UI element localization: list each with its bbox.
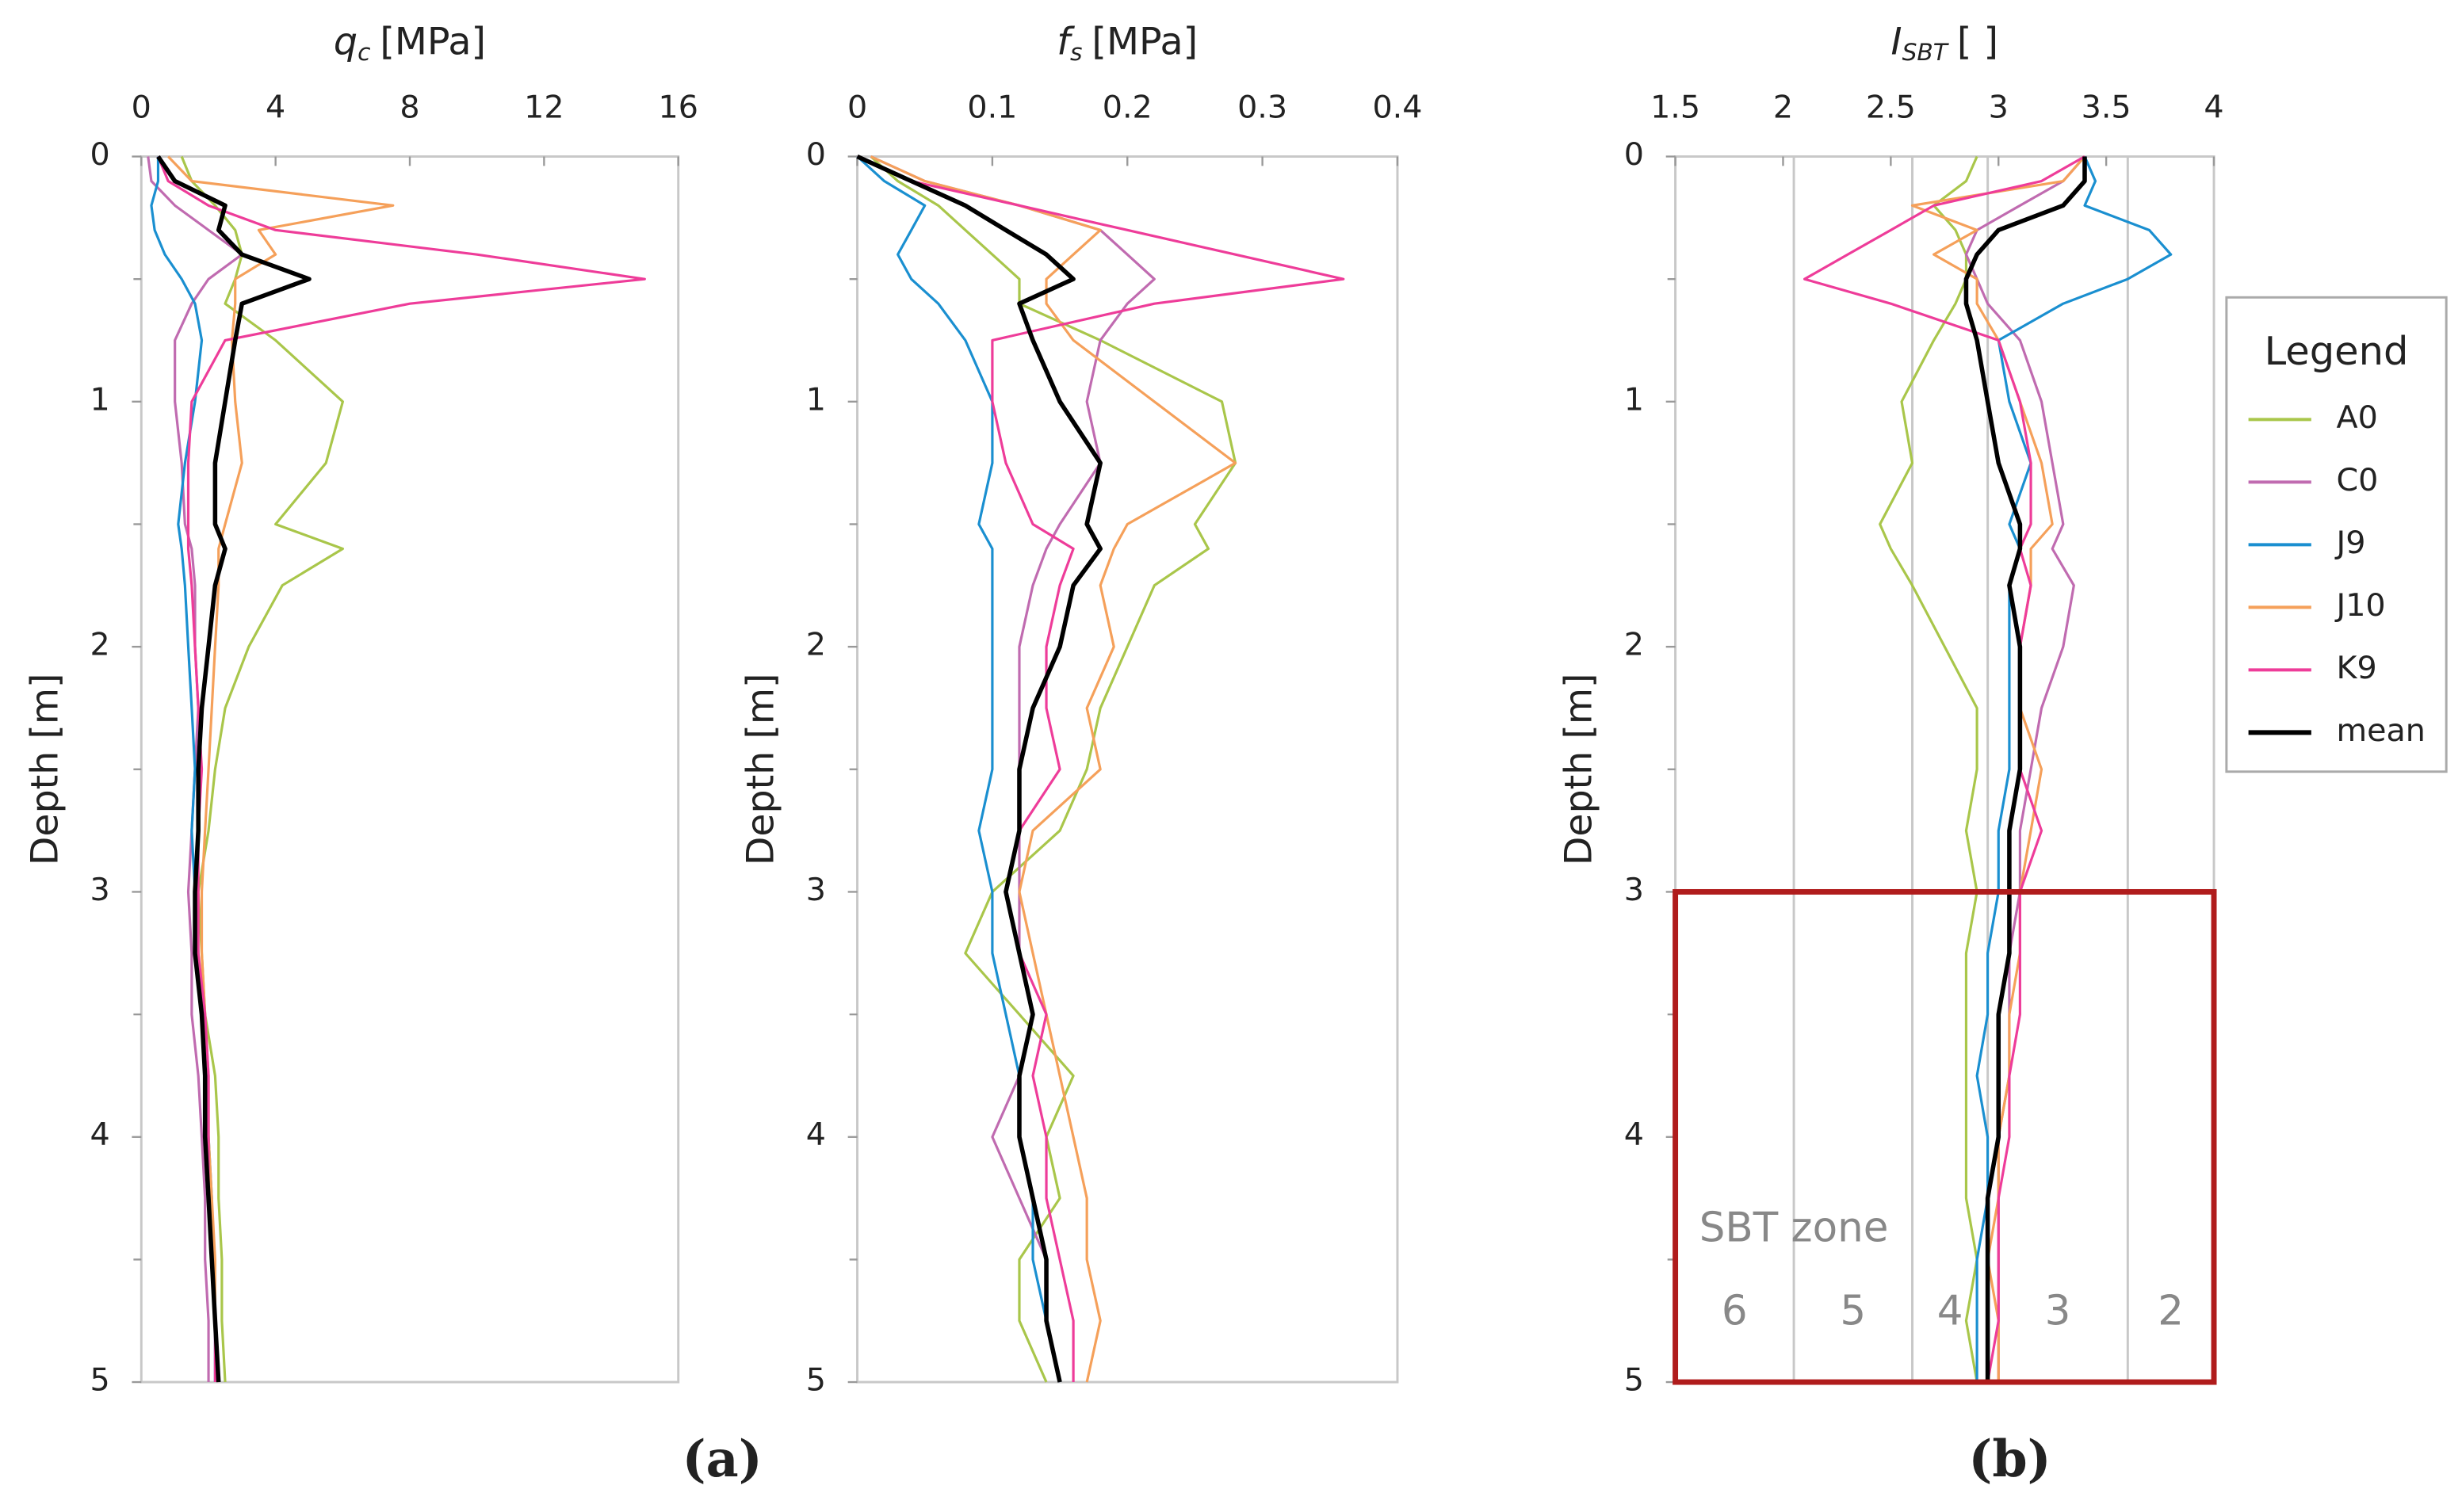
series-line — [856, 154, 1103, 1383]
legend-label: J9 — [2334, 525, 2366, 561]
x-tick-label: 3 — [1989, 90, 2009, 126]
series-line — [870, 155, 1237, 1383]
y-tick-label: 2 — [1624, 627, 1644, 663]
x-tick-label: 4 — [266, 90, 285, 126]
legend-label: mean — [2337, 712, 2426, 749]
x-axis-unit: [MPa] — [380, 20, 486, 63]
y-axis-title: Depth [m] — [23, 673, 67, 865]
legend-label: C0 — [2337, 462, 2379, 498]
x-tick-label: 2.5 — [1866, 90, 1916, 126]
legend-label: A0 — [2337, 399, 2378, 436]
series-line — [1964, 155, 2086, 1383]
y-tick-label: 0 — [806, 136, 826, 173]
y-axis-title: Depth [m] — [1558, 673, 1601, 865]
y-tick-label: 4 — [1624, 1117, 1644, 1153]
panel-label: (a) — [682, 1430, 763, 1488]
series-line — [1879, 155, 1978, 1383]
x-axis-symbol: q — [334, 20, 357, 63]
x-tick-label: 0.3 — [1237, 90, 1287, 126]
series-line — [870, 155, 1156, 1383]
legend-label: J10 — [2334, 587, 2386, 624]
legend-label: K9 — [2337, 650, 2377, 686]
y-tick-label: 1 — [90, 381, 109, 418]
x-tick-label: 16 — [659, 90, 698, 126]
x-tick-label: 0.2 — [1103, 90, 1153, 126]
highlight-box — [1673, 888, 2217, 1385]
series-line — [157, 155, 646, 1383]
panel-label: (b) — [1968, 1430, 2051, 1488]
zone-title: SBT zone — [1699, 1204, 1889, 1251]
series-line — [156, 155, 312, 1383]
x-tick-label: 0 — [847, 90, 867, 126]
x-tick-label: 4 — [2204, 90, 2223, 126]
plot-frame — [140, 155, 680, 1384]
y-tick-label: 5 — [806, 1362, 826, 1399]
series-line — [1963, 156, 2087, 1383]
legend-title: Legend — [2265, 328, 2409, 374]
y-axis-title: Depth [m] — [740, 673, 783, 865]
y-tick-label: 5 — [90, 1362, 109, 1399]
y-tick-label: 5 — [1624, 1362, 1644, 1399]
x-tick-label: 3.5 — [2082, 90, 2131, 126]
series-line — [147, 156, 243, 1383]
zone-label: 5 — [1840, 1288, 1866, 1335]
x-axis-title: qc [MPa] — [334, 20, 486, 65]
y-tick-label: 2 — [90, 627, 109, 663]
y-tick-label: 0 — [90, 136, 109, 173]
y-tick-label: 2 — [806, 627, 826, 663]
plot-frame — [856, 155, 1399, 1384]
x-tick-label: 12 — [524, 90, 564, 126]
x-tick-label: 0.1 — [967, 90, 1017, 126]
x-tick-label: 1.5 — [1650, 90, 1700, 126]
y-tick-label: 1 — [1624, 381, 1644, 418]
x-tick-label: 0 — [132, 90, 151, 126]
x-axis-unit: [MPa] — [1091, 20, 1198, 63]
x-tick-label: 2 — [1773, 90, 1793, 126]
series-line — [856, 155, 1061, 1383]
y-tick-label: 0 — [1624, 136, 1644, 173]
x-axis-subscript: SBT — [1902, 38, 1950, 66]
x-axis-symbol: I — [1891, 20, 1902, 63]
x-axis-subscript: c — [357, 38, 370, 66]
series-line — [870, 155, 1237, 1383]
y-tick-label: 3 — [90, 872, 109, 908]
x-axis-title: ISBT[ ] — [1891, 20, 1999, 65]
x-tick-label: 0.4 — [1372, 90, 1422, 126]
x-axis-unit: [ ] — [1957, 20, 1998, 63]
plot-frame — [1674, 155, 2215, 1384]
zone-label: 6 — [1722, 1288, 1748, 1335]
y-tick-label: 4 — [90, 1117, 109, 1153]
x-tick-label: 8 — [400, 90, 419, 126]
x-axis-subscript: s — [1070, 38, 1082, 66]
y-tick-label: 3 — [806, 872, 826, 908]
zone-label: 2 — [2158, 1288, 2184, 1335]
zone-label: 4 — [1937, 1288, 1963, 1335]
x-axis-title: fs [MPa] — [1057, 20, 1198, 65]
legend-box — [2225, 296, 2448, 773]
series-line — [1975, 155, 2173, 1383]
series-line — [1803, 155, 2085, 1383]
series-line — [856, 155, 1345, 1383]
y-tick-label: 4 — [806, 1117, 826, 1153]
y-tick-label: 3 — [1624, 872, 1644, 908]
zone-label: 3 — [2045, 1288, 2071, 1335]
y-tick-label: 1 — [806, 381, 826, 418]
series-line — [180, 155, 345, 1383]
